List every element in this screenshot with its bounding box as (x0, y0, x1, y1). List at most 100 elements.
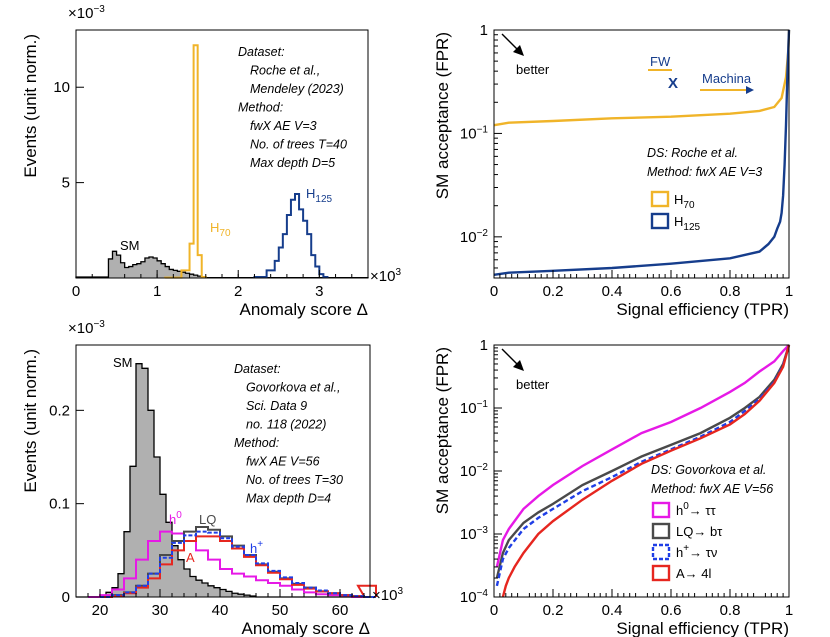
legend-swatch-A (651, 564, 671, 582)
x-tick-label: 0.2 (543, 283, 564, 300)
y-tick-label: 10 (53, 79, 70, 96)
y-tick-label: 10−4 (460, 588, 489, 606)
label-sm: SM (120, 238, 140, 253)
dataset-note-line: Dataset: (234, 362, 281, 376)
x-tick-label: 0.8 (720, 602, 741, 619)
logo-arrow-head (746, 86, 754, 94)
x-tick-label: 3 (315, 283, 323, 300)
roc-curve-h0 (495, 344, 790, 568)
x-tick-label: 1 (153, 283, 161, 300)
dataset-note-line: Roche et al., (250, 64, 320, 78)
x-scale-label: ×103 (372, 586, 403, 604)
hist-series-A (100, 535, 377, 598)
y-tick-label: 10−1 (460, 399, 489, 417)
y-tick-label: 1 (480, 22, 488, 39)
x-tick-label: 1 (785, 283, 793, 300)
y-tick-label: 0.2 (49, 402, 70, 419)
legend-label-A: A→ 4l (676, 566, 712, 581)
legend-label-h+: h+→ τν (676, 543, 717, 560)
x-axis-label: Anomaly score Δ (239, 300, 368, 319)
legend-label-H125: H125 (674, 214, 701, 233)
x-tick-label: 2 (234, 283, 242, 300)
y-exponent-label: ×10−3 (68, 4, 105, 22)
legend-swatch-h+ (651, 543, 671, 561)
x-axis-label: Signal efficiency (TPR) (616, 300, 789, 319)
roc-curve-LQ (495, 344, 791, 579)
dataset-note-line: Sci. Data 9 (246, 399, 307, 413)
x-axis-label: Signal efficiency (TPR) (616, 619, 789, 637)
x-tick-label: 0.6 (661, 602, 682, 619)
dataset-note-line: fwX AE V=3 (250, 119, 317, 133)
x-tick-label: 30 (152, 602, 169, 619)
dataset-note-line: Method: (234, 436, 279, 450)
label-h0: h0 (169, 510, 182, 527)
roc-curve-H125 (493, 29, 791, 276)
y-tick-label: 0 (62, 589, 70, 606)
hist-series-SM (76, 363, 370, 598)
roc-curve-h+ (495, 344, 791, 587)
x-tick-label: 40 (212, 602, 229, 619)
plot-frame (75, 344, 371, 598)
y-tick-label: 10−2 (460, 462, 489, 480)
hist-series-SM (75, 250, 369, 279)
y-tick-label: 10−1 (460, 124, 489, 142)
dataset-note-line: No. of trees T=40 (250, 138, 347, 152)
x-tick-label: 20 (92, 602, 109, 619)
dataset-note-line: Max depth D=4 (246, 492, 331, 506)
x-tick-label: 0.6 (661, 283, 682, 300)
x-scale-label: ×103 (370, 267, 401, 285)
label-a: A (186, 550, 195, 565)
label-h125: H125 (306, 186, 333, 205)
y-tick-label: 1 (480, 337, 488, 354)
dataset-note-line: no. 118 (2022) (246, 418, 326, 432)
x-tick-label: 0.2 (543, 602, 564, 619)
x-tick-label: 0.4 (602, 602, 623, 619)
logo-fw: FW (650, 54, 671, 69)
legend-title-line-1: DS: Roche et al. (647, 146, 738, 160)
y-exponent-label: ×10−3 (68, 319, 105, 337)
dataset-note-line: Govorkova et al., (246, 381, 341, 395)
label-h70: H70 (210, 220, 231, 239)
x-tick-label: 0 (490, 283, 498, 300)
legend-swatch-H70 (650, 190, 670, 208)
logo-machina: Machina (702, 71, 752, 86)
hist-series-H70 (164, 44, 207, 279)
y-axis-label: SM acceptance (FPR) (433, 347, 452, 514)
x-tick-label: 1 (785, 602, 793, 619)
y-axis-label: Events (unit norm.) (21, 349, 40, 493)
label-lq: LQ (199, 512, 216, 527)
x-tick-label: 0 (490, 602, 498, 619)
better-label: better (516, 62, 550, 77)
better-arrow-head (513, 45, 524, 56)
legend-swatch-H125 (650, 212, 670, 230)
label-hplus: h+ (250, 539, 263, 556)
y-axis-label: Events (unit norm.) (21, 34, 40, 178)
legend-swatch-h0 (651, 501, 671, 519)
y-tick-label: 10−3 (460, 525, 489, 543)
hist-series-h+ (100, 530, 376, 598)
legend-label-H70: H70 (674, 192, 695, 211)
dataset-note-line: Max depth D=5 (250, 156, 335, 170)
x-tick-label: 0.4 (602, 283, 623, 300)
legend-swatch-LQ (651, 522, 671, 540)
label-sm: SM (113, 355, 133, 370)
x-tick-label: 60 (332, 602, 349, 619)
y-tick-label: 10−2 (460, 228, 489, 246)
y-tick-label: 5 (62, 175, 70, 192)
dataset-note-line: fwX AE V=56 (246, 455, 320, 469)
dataset-note-line: Mendeley (2023) (250, 82, 344, 96)
y-axis-label: SM acceptance (FPR) (433, 32, 452, 199)
legend-label-h0: h0→ ττ (676, 501, 717, 518)
dataset-note-line: Dataset: (238, 45, 285, 59)
x-tick-label: 0 (72, 283, 80, 300)
x-tick-label: 0.8 (720, 283, 741, 300)
x-axis-label: Anomaly score Δ (241, 619, 370, 637)
hist-series-H125 (253, 193, 329, 279)
legend-label-LQ: LQ→ bτ (676, 524, 723, 539)
dataset-note-line: Method: (238, 101, 283, 115)
y-tick-label: 0.1 (49, 496, 70, 513)
legend-title-line-2: Method: fwX AE V=56 (651, 482, 773, 496)
logo-x: X (668, 75, 678, 92)
better-arrow-head (513, 360, 524, 371)
